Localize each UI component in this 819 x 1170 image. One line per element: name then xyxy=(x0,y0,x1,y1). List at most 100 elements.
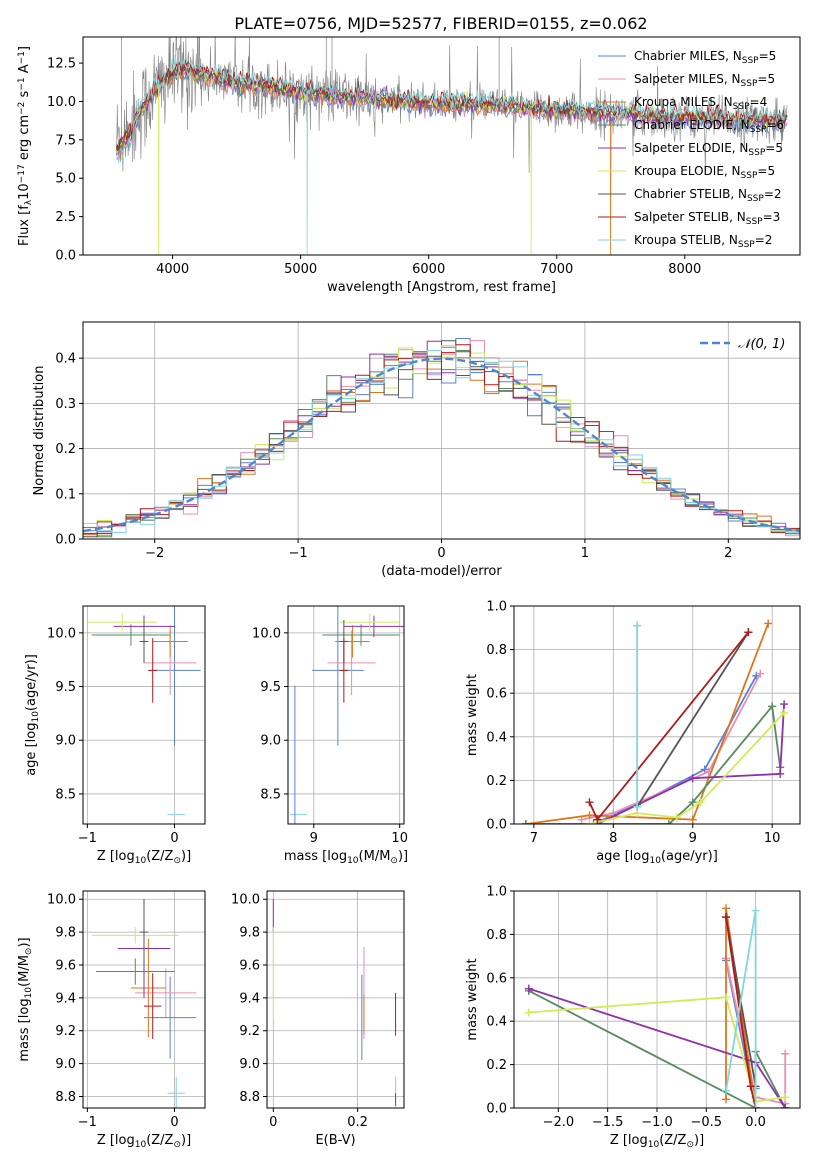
weight-marker xyxy=(633,621,642,630)
y-tick-label: 10.0 xyxy=(47,95,76,110)
x-tick-label: 6000 xyxy=(412,262,445,277)
legend-sub: SSP xyxy=(741,79,758,89)
x-tick-label: −0.5 xyxy=(691,1115,723,1130)
legend-entry: Chabrier MILES, NSSP=5 xyxy=(634,49,776,66)
label-part: mass [log xyxy=(17,998,32,1061)
histogram-7 xyxy=(83,344,800,534)
label-part: Flux [f xyxy=(17,205,32,246)
label-part: (M/M xyxy=(17,955,32,987)
weight-marker xyxy=(585,798,594,807)
axes-border xyxy=(82,36,801,256)
weight-marker xyxy=(722,1086,731,1095)
y-tick-label: 0.6 xyxy=(486,687,507,702)
weight-marker xyxy=(688,815,697,824)
x-axis-label: (data-model)/error xyxy=(381,564,502,579)
y-tick-label: 0.4 xyxy=(486,730,507,745)
weight-marker xyxy=(780,708,789,717)
label-part: s xyxy=(17,90,32,101)
x-tick-label: −1 xyxy=(289,546,308,561)
axes-border xyxy=(266,890,405,1109)
weight-marker xyxy=(746,1082,755,1091)
legend-text: =5 xyxy=(765,141,783,155)
legend-entry: Chabrier STELIB, NSSP=2 xyxy=(634,187,782,204)
x-tick-label: 2 xyxy=(724,546,732,561)
x-axis-label: E(B-V) xyxy=(315,1133,355,1148)
y-axis-label: Flux [fλ10−17 erg cm−2 s−1 A−1] xyxy=(17,46,34,246)
label-part: 10 xyxy=(31,711,41,723)
legend-sub: SSP xyxy=(748,148,765,158)
legend-text: Salpeter STELIB, N xyxy=(634,210,746,224)
plot-area xyxy=(83,322,800,539)
y-tick-label: 0.0 xyxy=(486,818,507,833)
label-part: (age/yr)] xyxy=(24,654,39,711)
label-part: −1 xyxy=(17,77,27,90)
label-part: mass weight xyxy=(465,674,480,756)
y-tick-label: 9.8 xyxy=(55,926,76,941)
plot-area xyxy=(267,891,404,1108)
weight-marker xyxy=(764,619,773,628)
label-part: 10 xyxy=(347,856,359,866)
weight-line-5 xyxy=(528,996,786,1103)
y-tick-label: 9.0 xyxy=(260,734,281,749)
x-tick-label: 5000 xyxy=(284,262,317,277)
x-axis-label: wavelength [Angstrom, rest frame] xyxy=(327,280,556,295)
figure-title: PLATE=0756, MJD=52577, FIBERID=0155, z=0… xyxy=(234,14,647,33)
label-part: ] xyxy=(17,46,32,51)
x-tick-label: 10 xyxy=(391,831,408,846)
legend-sub: SSP xyxy=(750,125,767,135)
label-part: )] xyxy=(694,1133,704,1148)
legend-text: =4 xyxy=(750,95,768,109)
y-tick-label: 0.2 xyxy=(486,1058,507,1073)
weight-line-6 xyxy=(636,631,750,808)
weight-marker xyxy=(585,811,594,820)
label-part: erg cm xyxy=(17,115,32,164)
model-spectrum-7 xyxy=(115,60,788,150)
weight-marker xyxy=(781,1104,790,1108)
weight-line-4 xyxy=(597,704,785,824)
x-tick-label: 0 xyxy=(437,546,445,561)
weight-marker xyxy=(722,913,731,922)
y-tick-label: 9.5 xyxy=(55,680,76,695)
label-part: )] xyxy=(398,849,408,864)
x-tick-label: 8000 xyxy=(668,262,701,277)
label-part: Z [log xyxy=(97,849,135,864)
label-part: 10 xyxy=(648,1140,660,1150)
label-part: Z [log xyxy=(97,1133,135,1148)
weight-marker xyxy=(744,628,753,637)
legend-entry: 𝒩(0, 1) xyxy=(738,337,785,352)
legend-text: =3 xyxy=(763,210,781,224)
weight-marker xyxy=(688,798,697,807)
y-tick-label: 10.0 xyxy=(252,626,281,641)
y-axis-label: Normed distribution xyxy=(32,366,47,496)
label-part: λ xyxy=(24,199,34,205)
weight-marker xyxy=(751,1104,760,1108)
x-tick-label: 0.2 xyxy=(347,1115,368,1130)
y-tick-label: 0.1 xyxy=(55,487,76,502)
y-tick-label: 12.5 xyxy=(47,57,76,72)
label-part: (Z/Z xyxy=(146,1133,173,1148)
legend-text: Kroupa MILES, N xyxy=(634,95,733,109)
label-part: ⊙ xyxy=(24,948,34,956)
legend-sub: SSP xyxy=(741,171,758,181)
axes-frame: 4000 5000 6000 7000 8000 0.0 2.5 5.0 7.5 10.0 12.5… xyxy=(17,36,801,295)
weight-marker xyxy=(589,820,598,824)
weight-marker xyxy=(776,769,785,778)
x-tick-label: −1.5 xyxy=(592,1115,624,1130)
y-tick-label: 0.2 xyxy=(55,442,76,457)
label-part: (Z/Z xyxy=(146,849,173,864)
label-part: )] xyxy=(181,849,191,864)
legend-sub: SSP xyxy=(747,194,764,204)
legend-entry: Chabrier ELODIE, NSSP=6 xyxy=(634,118,784,135)
weight-marker xyxy=(751,906,760,915)
weight-line-0 xyxy=(593,675,758,824)
legend-text: Chabrier STELIB, N xyxy=(634,187,747,201)
x-tick-label: 0 xyxy=(170,1115,178,1130)
label-part: ⊙ xyxy=(686,1140,694,1150)
panel-age_vs_Z: −1 08.59.09.510.0Z [log10(Z/Z⊙)]age [log1… xyxy=(24,605,206,866)
y-tick-label: 0.4 xyxy=(55,352,76,367)
x-axis-label: mass [log10(M/M⊙)] xyxy=(284,849,408,866)
y-tick-label: 0.8 xyxy=(486,928,507,943)
